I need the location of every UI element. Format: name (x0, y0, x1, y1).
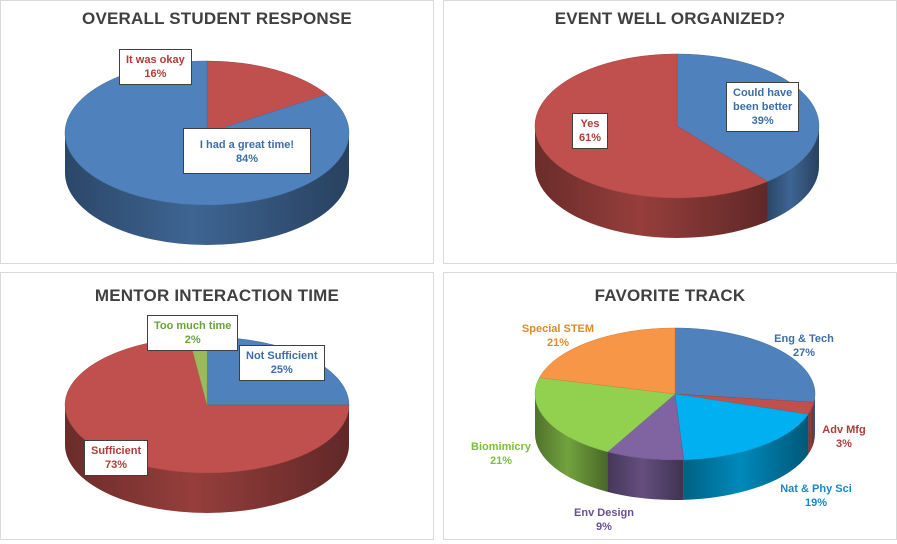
pie-slice-side (683, 414, 809, 500)
category-label: Too much time (154, 320, 232, 332)
chart-panel-organized: EVENT WELL ORGANIZED? Could have been be… (443, 0, 897, 264)
pie-slice-nat-phy-sci (674, 393, 809, 461)
percent-label: 39% (751, 115, 774, 127)
percent-label: 2% (184, 334, 201, 346)
pie-chart-mentor (64, 336, 350, 513)
category-label: Sufficient (91, 445, 142, 457)
category-label: Yes (580, 118, 600, 130)
pie-slice-side (65, 133, 349, 245)
percent-label: 21% (489, 455, 513, 467)
data-label-sufficient: Sufficient 73% (84, 440, 149, 476)
data-label-it-was-okay: It was okay 16% (119, 49, 192, 85)
chart-panel-overall: OVERALL STUDENT RESPONSE It was okay 16%… (0, 0, 434, 264)
data-label-special-stem: Special STEM 21% (516, 322, 600, 350)
percent-label: 16% (144, 68, 167, 80)
data-label-not-sufficient: Not Sufficient 25% (239, 345, 325, 381)
percent-label: 84% (235, 153, 259, 165)
percent-label: 27% (792, 347, 816, 359)
pie-slice-eng-tech (674, 327, 816, 403)
data-label-eng-tech: Eng & Tech 27% (766, 332, 842, 360)
data-label-nat-phy-sci: Nat & Phy Sci 19% (770, 482, 862, 510)
category-label: I had a great time! (199, 139, 295, 151)
category-label-line1: Could have (733, 87, 793, 99)
data-label-too-much-time: Too much time 2% (147, 315, 239, 351)
percent-label: 19% (804, 497, 828, 509)
percent-label: 21% (546, 337, 570, 349)
data-label-adv-mfg: Adv Mfg 3% (812, 423, 876, 451)
pie-slice-special-stem (539, 327, 676, 395)
data-label-biomimicry: Biomimicry 21% (466, 440, 536, 468)
category-label: Env Design (574, 507, 634, 519)
category-label: Nat & Phy Sci (780, 483, 852, 495)
chart-panel-mentor: MENTOR INTERACTION TIME Not Sufficient 2… (0, 272, 434, 540)
chart-title: OVERALL STUDENT RESPONSE (82, 9, 352, 28)
pie-slice-side (535, 126, 768, 238)
pie-slice-it-was-okay (206, 60, 328, 134)
chart-title: EVENT WELL ORGANIZED? (554, 9, 786, 28)
chart-panel-track: FAVORITE TRACK Eng & Tech 27% Adv Mfg 3%… (443, 272, 897, 540)
pie-slice-side (535, 394, 608, 492)
pie-slice-side (813, 394, 815, 443)
pie-slice-yes (534, 53, 769, 199)
data-label-yes: Yes 61% (572, 113, 609, 149)
percent-label: 61% (579, 132, 602, 144)
category-label-line2: been better (733, 101, 793, 113)
percent-label: 9% (596, 521, 612, 533)
data-label-great-time: I had a great time! 84% (183, 128, 311, 174)
pie-chart-track (534, 327, 816, 500)
category-label: Eng & Tech (774, 333, 834, 345)
category-label: Biomimicry (471, 441, 531, 453)
pie-slice-side (607, 451, 684, 500)
category-label: It was okay (126, 54, 185, 66)
pie-slice-side (767, 126, 819, 222)
pie-slice-env-design (607, 393, 685, 461)
data-label-env-design: Env Design 9% (566, 506, 642, 534)
percent-label: 73% (105, 459, 128, 471)
pie-chart-organized (534, 53, 820, 238)
pie-slice-biomimicry (534, 377, 676, 453)
pie-slice-side (808, 402, 814, 455)
pie-slice-side (65, 405, 349, 513)
category-label: Adv Mfg (822, 424, 866, 436)
data-label-could-be-better: Could have been better 39% (726, 82, 800, 132)
percent-label: 3% (836, 438, 852, 450)
category-label: Not Sufficient (246, 350, 318, 362)
category-label: Special STEM (521, 323, 595, 335)
chart-title: MENTOR INTERACTION TIME (94, 286, 340, 305)
chart-title: FAVORITE TRACK (594, 286, 746, 305)
percent-label: 25% (270, 364, 293, 376)
